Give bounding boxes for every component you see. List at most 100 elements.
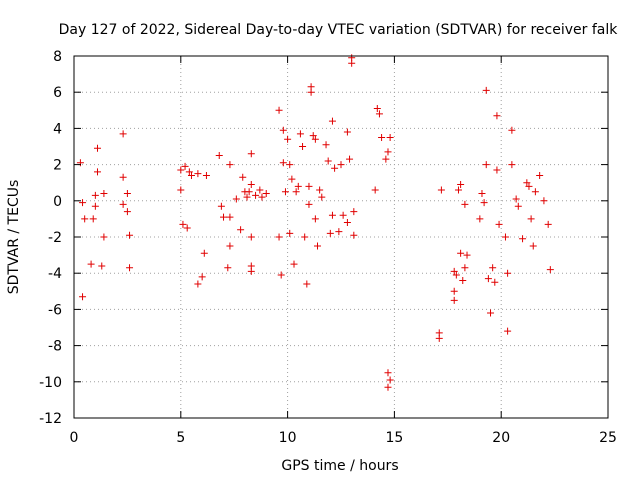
data-point xyxy=(288,175,296,183)
data-point xyxy=(375,110,383,118)
data-point xyxy=(262,190,270,198)
data-point xyxy=(463,251,471,259)
data-point xyxy=(331,164,339,172)
data-point xyxy=(123,208,131,216)
data-point xyxy=(384,369,392,377)
data-point xyxy=(454,186,462,194)
data-point xyxy=(328,211,336,219)
data-point xyxy=(119,130,127,138)
data-point xyxy=(294,182,302,190)
data-point xyxy=(311,135,319,143)
data-point xyxy=(452,271,460,279)
data-point xyxy=(239,173,247,181)
data-point xyxy=(519,235,527,243)
y-tick-label: -12 xyxy=(39,411,62,427)
y-tick-label: 0 xyxy=(53,194,62,210)
data-point xyxy=(177,166,185,174)
data-point xyxy=(284,135,292,143)
data-point xyxy=(523,179,531,187)
data-point xyxy=(198,273,206,281)
y-tick-label: -6 xyxy=(48,302,62,318)
data-point xyxy=(277,271,285,279)
data-point xyxy=(373,104,381,112)
data-point xyxy=(183,224,191,232)
data-point xyxy=(93,144,101,152)
data-point xyxy=(527,215,535,223)
data-point xyxy=(350,231,358,239)
data-point xyxy=(343,128,351,136)
data-point xyxy=(281,188,289,196)
data-point xyxy=(461,264,469,272)
data-point xyxy=(384,148,392,156)
data-point xyxy=(335,228,343,236)
data-point xyxy=(386,133,394,141)
data-point xyxy=(247,262,255,270)
data-point xyxy=(292,188,300,196)
data-point xyxy=(185,168,193,176)
data-point xyxy=(275,233,283,241)
y-tick-label: 4 xyxy=(53,121,62,137)
data-point xyxy=(226,161,234,169)
data-point xyxy=(457,181,465,189)
data-point xyxy=(226,213,234,221)
data-point xyxy=(540,197,548,205)
data-point xyxy=(450,267,458,275)
data-point xyxy=(544,220,552,228)
data-point xyxy=(371,186,379,194)
data-point xyxy=(81,215,89,223)
data-point xyxy=(480,199,488,207)
data-point xyxy=(489,264,497,272)
data-point xyxy=(546,266,554,274)
data-point xyxy=(529,242,537,250)
data-point xyxy=(100,233,108,241)
data-point xyxy=(224,264,232,272)
data-point xyxy=(482,161,490,169)
data-point xyxy=(245,188,253,196)
data-point xyxy=(514,202,522,210)
data-point xyxy=(478,190,486,198)
data-point xyxy=(435,334,443,342)
data-point xyxy=(126,231,134,239)
data-point xyxy=(450,296,458,304)
data-point xyxy=(307,88,315,96)
data-point xyxy=(256,186,264,194)
data-point xyxy=(303,280,311,288)
data-point xyxy=(252,191,260,199)
chart-title: Day 127 of 2022, Sidereal Day-to-day VTE… xyxy=(59,22,619,38)
data-point xyxy=(194,170,202,178)
data-point xyxy=(484,275,492,283)
y-tick-label: -2 xyxy=(48,230,62,246)
data-point xyxy=(316,186,324,194)
data-point xyxy=(76,159,84,167)
data-point xyxy=(202,171,210,179)
x-tick-label: 10 xyxy=(279,430,297,446)
data-point xyxy=(382,155,390,163)
data-point xyxy=(348,59,356,67)
data-point xyxy=(384,383,392,391)
data-point xyxy=(119,200,127,208)
data-point xyxy=(318,193,326,201)
data-point xyxy=(350,208,358,216)
data-point xyxy=(314,242,322,250)
data-point xyxy=(226,242,234,250)
data-point xyxy=(296,130,304,138)
data-point xyxy=(217,202,225,210)
data-point xyxy=(93,168,101,176)
data-point xyxy=(305,200,313,208)
x-tick-label: 15 xyxy=(385,430,403,446)
x-axis-label: GPS time / hours xyxy=(281,458,398,474)
data-point xyxy=(512,195,520,203)
data-point xyxy=(187,171,195,179)
data-point xyxy=(309,132,317,140)
data-point xyxy=(482,86,490,94)
data-point xyxy=(461,200,469,208)
data-point xyxy=(504,269,512,277)
data-point xyxy=(177,186,185,194)
data-point xyxy=(91,202,99,210)
data-point xyxy=(301,233,309,241)
data-point xyxy=(279,126,287,134)
data-point xyxy=(123,190,131,198)
y-tick-label: -10 xyxy=(39,375,62,391)
data-point xyxy=(247,181,255,189)
